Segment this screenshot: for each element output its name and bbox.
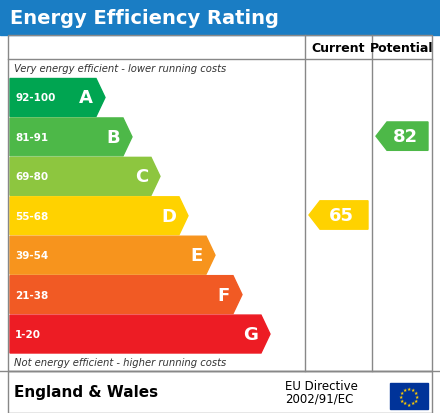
Bar <box>0 0 440 36</box>
Polygon shape <box>10 197 188 235</box>
Polygon shape <box>10 79 105 117</box>
Text: 65: 65 <box>329 206 354 224</box>
Bar <box>390 383 428 409</box>
Text: ★: ★ <box>403 401 407 406</box>
Text: Not energy efficient - higher running costs: Not energy efficient - higher running co… <box>14 357 226 367</box>
Text: ★: ★ <box>400 389 404 394</box>
Text: EU Directive: EU Directive <box>285 380 358 392</box>
Polygon shape <box>10 119 132 157</box>
Polygon shape <box>10 158 160 196</box>
Polygon shape <box>10 315 270 353</box>
Text: Energy Efficiency Rating: Energy Efficiency Rating <box>10 9 279 27</box>
Text: F: F <box>218 286 230 304</box>
Text: ★: ★ <box>411 387 415 392</box>
Text: ★: ★ <box>414 398 418 403</box>
Text: ★: ★ <box>414 389 418 394</box>
Text: A: A <box>79 89 93 107</box>
Text: 69-80: 69-80 <box>15 172 48 182</box>
Text: 92-100: 92-100 <box>15 93 55 103</box>
Text: E: E <box>191 247 203 265</box>
Text: Potential: Potential <box>370 41 434 55</box>
Text: 39-54: 39-54 <box>15 251 48 261</box>
Text: C: C <box>135 168 148 186</box>
Text: 2002/91/EC: 2002/91/EC <box>285 392 353 404</box>
Polygon shape <box>309 201 368 230</box>
Text: England & Wales: England & Wales <box>14 385 158 399</box>
Text: ★: ★ <box>415 394 419 399</box>
Bar <box>8 371 432 413</box>
Text: 55-68: 55-68 <box>15 211 48 221</box>
Text: ★: ★ <box>400 398 404 403</box>
Text: ★: ★ <box>407 401 411 406</box>
Text: ★: ★ <box>407 386 411 391</box>
Polygon shape <box>10 237 215 275</box>
Text: G: G <box>243 325 258 343</box>
Text: Very energy efficient - lower running costs: Very energy efficient - lower running co… <box>14 64 226 74</box>
Text: ★: ★ <box>411 401 415 406</box>
Text: 21-38: 21-38 <box>15 290 48 300</box>
Bar <box>8 36 432 371</box>
Polygon shape <box>10 276 242 314</box>
Polygon shape <box>376 123 428 151</box>
Text: D: D <box>161 207 176 225</box>
Text: ★: ★ <box>399 394 403 399</box>
Text: Current: Current <box>312 41 365 55</box>
Text: ★: ★ <box>403 387 407 392</box>
Bar <box>0 371 440 413</box>
Text: 81-91: 81-91 <box>15 133 48 142</box>
Text: 1-20: 1-20 <box>15 329 41 339</box>
Text: 82: 82 <box>392 128 418 146</box>
Text: B: B <box>106 128 120 147</box>
